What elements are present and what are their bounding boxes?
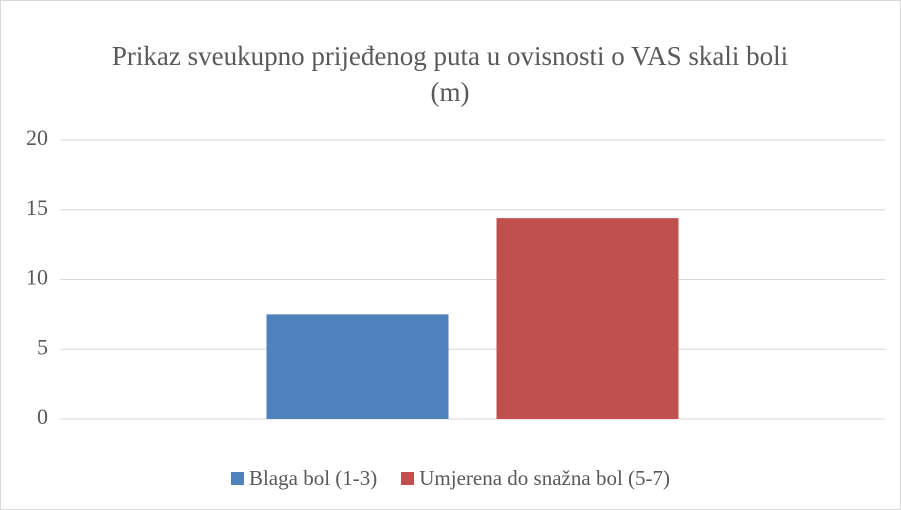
bar — [266, 314, 449, 419]
y-tick-label: 0 — [37, 404, 48, 429]
legend-item: Umjerena do snažna bol (5-7) — [401, 466, 670, 491]
legend-label: Umjerena do snažna bol (5-7) — [419, 466, 671, 490]
legend: Blaga bol (1-3) Umjerena do snažna bol (5… — [0, 466, 901, 491]
y-tick-label: 20 — [26, 125, 48, 150]
legend-swatch — [401, 472, 415, 485]
legend-swatch — [230, 472, 244, 485]
chart-title: Prikaz sveukupno prijeđenog puta u ovisn… — [111, 41, 789, 107]
bar — [496, 218, 679, 419]
y-tick-label: 5 — [37, 334, 48, 359]
legend-item: Blaga bol (1-3) — [230, 466, 378, 491]
legend-label: Blaga bol (1-3) — [248, 466, 378, 490]
y-tick-label: 15 — [26, 195, 48, 220]
y-tick-label: 10 — [26, 265, 48, 290]
